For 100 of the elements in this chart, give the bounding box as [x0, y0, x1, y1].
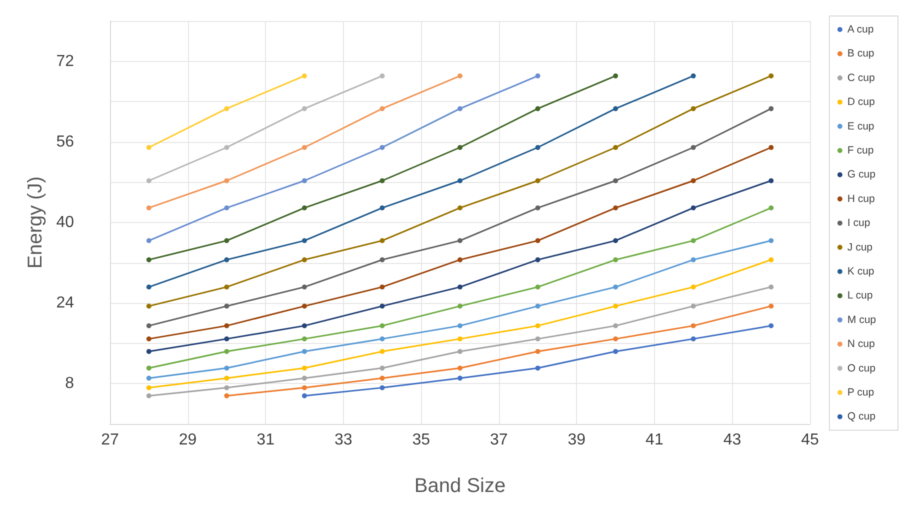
y-axis-title: Energy (J) [24, 176, 46, 269]
point [613, 284, 618, 290]
point [768, 73, 774, 78]
point [690, 323, 696, 328]
point [224, 178, 230, 184]
legend-label: I cup [847, 217, 870, 230]
point [380, 257, 385, 262]
point [380, 178, 385, 184]
x-axis-title: Band Size [414, 475, 506, 497]
point [302, 366, 307, 371]
point [224, 257, 230, 262]
point [690, 284, 696, 290]
x-tick-label: 45 [801, 432, 819, 448]
point [690, 304, 696, 309]
point [613, 106, 618, 112]
point [690, 238, 696, 244]
point [768, 323, 774, 328]
point [535, 336, 540, 342]
point [380, 284, 385, 290]
point [768, 304, 774, 309]
point [690, 106, 696, 112]
point [146, 144, 152, 150]
point [224, 376, 230, 381]
point [613, 73, 618, 78]
x-tick-label: 43 [723, 432, 742, 448]
point [768, 178, 774, 184]
legend-label: H cup [847, 192, 875, 205]
x-tick-label: 31 [256, 432, 275, 448]
point [768, 257, 774, 262]
point [146, 284, 152, 290]
point [458, 284, 462, 290]
point [380, 106, 385, 112]
point [380, 385, 385, 390]
point [458, 257, 462, 262]
point [302, 348, 307, 354]
point [613, 336, 618, 342]
point [302, 393, 307, 398]
x-tick-label: 37 [490, 432, 508, 448]
point [302, 323, 307, 328]
point [535, 178, 540, 184]
point [613, 304, 618, 309]
point [768, 106, 774, 112]
point [224, 106, 230, 112]
point [613, 238, 618, 244]
point [224, 366, 230, 371]
point [458, 106, 462, 112]
x-tick-label: 27 [101, 432, 119, 448]
point [535, 304, 540, 309]
point [458, 304, 462, 309]
legend-label: M cup [847, 314, 876, 326]
point [458, 144, 462, 150]
point [146, 257, 152, 262]
point [380, 366, 385, 371]
legend-label: D cup [847, 96, 875, 108]
legend-label: J cup [847, 241, 873, 254]
point [458, 348, 462, 354]
point [380, 336, 385, 342]
point [146, 304, 152, 309]
point [380, 205, 385, 210]
point [302, 336, 307, 342]
point [224, 385, 230, 390]
point [613, 205, 618, 210]
point [535, 238, 540, 244]
point [380, 144, 385, 150]
point [535, 106, 540, 112]
point [535, 323, 540, 328]
point [302, 257, 307, 262]
legend-label: E cup [847, 120, 874, 132]
point [146, 238, 152, 244]
point [768, 284, 774, 290]
legend-label: O cup [847, 362, 876, 374]
y-tick-label: 40 [56, 214, 74, 231]
point [613, 257, 618, 262]
x-tick-label: 41 [646, 432, 664, 448]
point [224, 393, 230, 398]
point [302, 385, 307, 390]
legend-label: C cup [847, 72, 875, 84]
point [146, 385, 152, 390]
point [690, 144, 696, 150]
point [224, 144, 230, 150]
point [302, 376, 307, 381]
x-tick-label: 35 [412, 432, 430, 448]
point [535, 348, 540, 354]
point [458, 323, 462, 328]
point [146, 323, 152, 328]
point [613, 178, 618, 184]
point [535, 257, 540, 262]
point [302, 178, 307, 184]
point [768, 205, 774, 210]
point [458, 178, 462, 184]
point [146, 348, 152, 354]
point [302, 106, 307, 112]
point [613, 144, 618, 150]
point [535, 366, 540, 371]
legend-label: L cup [847, 290, 873, 302]
point [146, 205, 152, 210]
point [302, 304, 307, 309]
point [380, 304, 385, 309]
legend-label: G cup [847, 168, 876, 181]
legend-label: A cup [847, 24, 874, 36]
